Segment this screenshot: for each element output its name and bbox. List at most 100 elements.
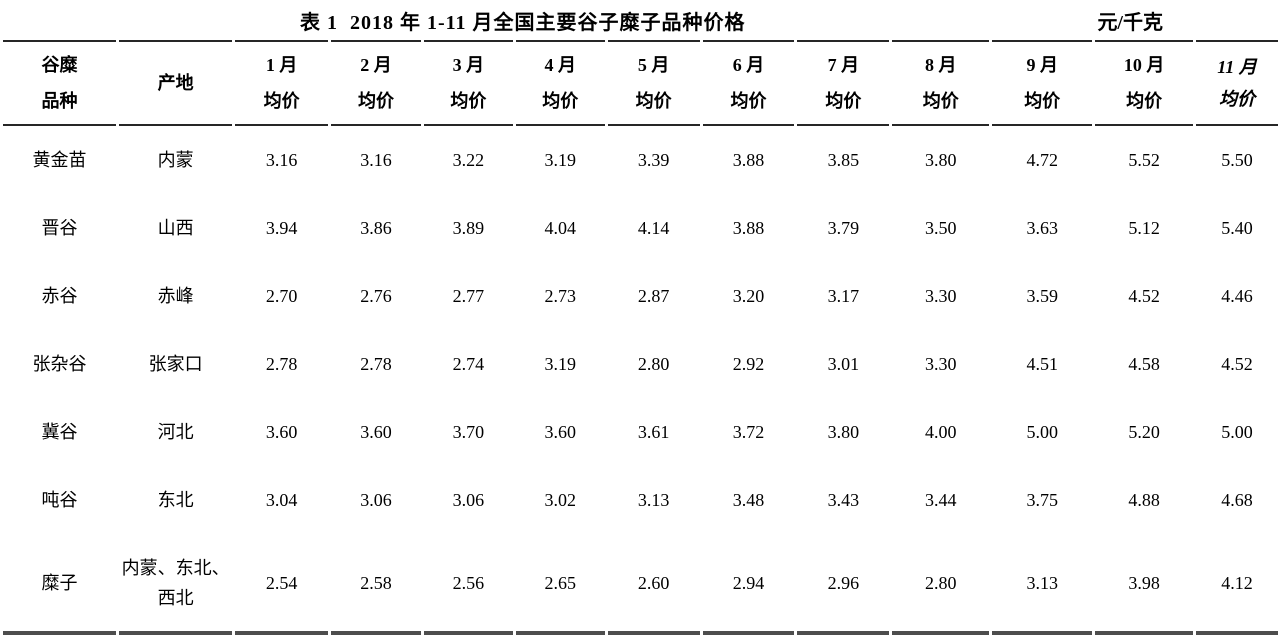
price-cell: 3.98 [1095, 534, 1194, 635]
variety-cell: 晋谷 [41, 218, 78, 238]
table-row: 冀谷 河北 3.60 3.60 3.70 3.60 3.61 3.72 3.80 4.00 5.00… [3, 398, 1278, 466]
price-cell: 4.68 [1221, 490, 1253, 510]
month-label: 4 月 [544, 55, 576, 75]
price-cell: 2.96 [797, 534, 890, 635]
price-cell: 5.20 [1128, 422, 1160, 442]
table-title: 表 1 2018 年 1-11 月全国主要谷子糜子品种价格 [300, 11, 746, 34]
price-cell: 3.20 [732, 286, 765, 306]
price-cell: 2.80 [637, 354, 670, 374]
avg-price-label: 均价 [635, 91, 672, 111]
month-label: 9 月 [1026, 55, 1058, 75]
avg-price-label: 均价 [358, 91, 394, 111]
price-cell: 5.00 [1026, 422, 1058, 442]
price-cell: 3.75 [1026, 490, 1058, 510]
table-caption-row: 表 1 2018 年 1-11 月全国主要谷子糜子品种价格 元/千克 [0, 0, 1281, 40]
month-label: 6 月 [732, 55, 765, 75]
col-header-month: 2 月均价 [331, 40, 421, 126]
price-cell: 3.30 [925, 286, 957, 306]
price-cell: 3.48 [732, 490, 765, 510]
price-cell: 4.04 [544, 218, 576, 238]
price-cell: 3.61 [637, 422, 670, 442]
price-cell: 4.52 [1128, 286, 1160, 306]
price-cell: 3.88 [732, 218, 765, 238]
col-header-origin: 产地 [119, 40, 233, 126]
price-cell: 3.88 [732, 150, 765, 170]
price-cell: 4.52 [1221, 354, 1253, 374]
price-cell: 3.16 [265, 150, 298, 170]
price-cell: 2.58 [331, 534, 421, 635]
origin-cell: 河北 [157, 422, 194, 442]
price-cell: 3.13 [992, 534, 1093, 635]
col-header-month: 7 月均价 [797, 40, 890, 126]
price-cell: 3.70 [452, 422, 485, 442]
price-cell: 5.12 [1128, 218, 1160, 238]
origin-cell: 赤峰 [157, 286, 194, 306]
price-cell: 2.87 [637, 286, 670, 306]
price-cell: 3.39 [637, 150, 670, 170]
avg-price-label: 均价 [1024, 91, 1061, 111]
price-cell: 2.94 [702, 534, 795, 635]
price-cell: 4.88 [1128, 490, 1160, 510]
price-cell: 5.50 [1221, 150, 1253, 170]
price-cell: 2.92 [732, 354, 765, 374]
origin-cell: 东北 [157, 490, 194, 510]
price-cell: 2.65 [515, 534, 605, 635]
price-cell: 3.60 [360, 422, 392, 442]
price-cell: 5.52 [1128, 150, 1160, 170]
price-cell: 4.12 [1196, 534, 1278, 635]
price-cell: 5.40 [1221, 218, 1253, 238]
table-row: 赤谷 赤峰 2.70 2.76 2.77 2.73 2.87 3.20 3.17 3.30 3.59… [3, 262, 1278, 330]
price-cell: 4.72 [1026, 150, 1058, 170]
avg-price-label: 均价 [1219, 89, 1256, 109]
price-cell: 3.60 [544, 422, 576, 442]
price-cell: 3.30 [925, 354, 957, 374]
price-cell: 2.76 [360, 286, 392, 306]
col-header-month: 3 月均价 [423, 40, 513, 126]
table-row: 晋谷 山西 3.94 3.86 3.89 4.04 4.14 3.88 3.79 3.50 3.63… [3, 194, 1278, 262]
avg-price-label: 均价 [922, 91, 959, 111]
avg-price-label: 均价 [263, 91, 300, 111]
variety-cell: 黄金苗 [32, 150, 87, 170]
origin-cell: 张家口 [148, 354, 203, 374]
origin-cell: 内蒙 [157, 150, 194, 170]
col-header-variety-line2: 品种 [41, 91, 78, 111]
price-cell: 4.51 [1026, 354, 1058, 374]
month-label: 5 月 [637, 55, 670, 75]
col-header-month: 11 月均价 [1196, 40, 1278, 126]
month-label: 7 月 [827, 55, 860, 75]
price-cell: 3.80 [827, 422, 860, 442]
col-header-month: 8 月均价 [892, 40, 990, 126]
avg-price-label: 均价 [730, 91, 767, 111]
col-header-month: 1 月均价 [235, 40, 329, 126]
price-cell: 4.58 [1128, 354, 1160, 374]
price-cell: 3.60 [265, 422, 298, 442]
price-cell: 3.59 [1026, 286, 1058, 306]
price-cell: 5.00 [1221, 422, 1253, 442]
col-header-variety: 谷糜 品种 [3, 40, 117, 126]
price-cell: 4.46 [1221, 286, 1253, 306]
price-cell: 3.06 [360, 490, 392, 510]
col-header-month: 9 月均价 [992, 40, 1093, 126]
avg-price-label: 均价 [450, 91, 487, 111]
variety-cell: 冀谷 [41, 422, 78, 442]
table-row: 张杂谷 张家口 2.78 2.78 2.74 3.19 2.80 2.92 3.01 3.30 4.… [3, 330, 1278, 398]
price-cell: 4.14 [637, 218, 670, 238]
price-cell: 3.80 [925, 150, 957, 170]
price-cell: 3.89 [452, 218, 485, 238]
price-cell: 3.16 [360, 150, 392, 170]
price-cell: 2.56 [423, 534, 513, 635]
avg-price-label: 均价 [825, 91, 862, 111]
col-header-month: 10 月均价 [1095, 40, 1194, 126]
price-table: 谷糜 品种 产地 1 月均价 2 月均价 3 月均价 4 月均价 5 月均价 6 月均价 7… [0, 40, 1281, 635]
table-row: 糜子 内蒙、东北、西北 2.54 2.58 2.56 2.65 2.60 2.94 2.96 2.… [3, 534, 1278, 635]
col-header-variety-line1: 谷糜 [41, 55, 78, 75]
variety-cell: 赤谷 [41, 286, 78, 306]
month-label: 10 月 [1123, 55, 1165, 75]
price-cell: 3.02 [544, 490, 576, 510]
unit-label: 元/千克 [1097, 11, 1163, 34]
price-cell: 3.50 [925, 218, 957, 238]
avg-price-label: 均价 [542, 91, 579, 111]
price-cell: 2.74 [452, 354, 485, 374]
price-cell: 3.72 [732, 422, 765, 442]
